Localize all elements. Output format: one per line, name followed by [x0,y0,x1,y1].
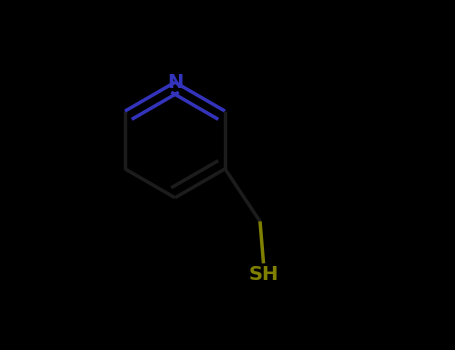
Text: N: N [167,73,183,92]
Text: SH: SH [248,265,278,284]
